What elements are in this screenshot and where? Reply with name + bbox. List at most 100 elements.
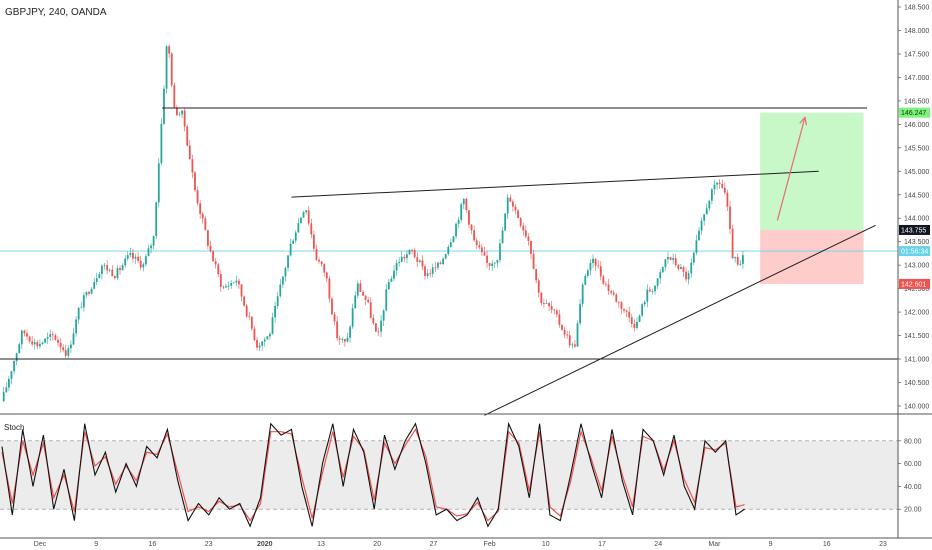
candle-body <box>204 218 207 231</box>
candle <box>385 283 388 312</box>
candle <box>718 179 721 189</box>
candle-body <box>721 183 724 188</box>
candle-body <box>98 273 101 279</box>
candle <box>281 276 284 288</box>
candle <box>271 312 274 335</box>
candle <box>543 298 545 308</box>
candle-body <box>537 280 540 293</box>
candle-body <box>574 344 576 347</box>
candle <box>18 342 21 354</box>
candle-body <box>183 110 186 127</box>
candle-body <box>129 252 132 256</box>
candle <box>310 218 313 239</box>
candle-body <box>380 320 382 332</box>
candle <box>480 243 483 256</box>
price-tag-bg <box>899 278 930 289</box>
candle <box>553 308 556 315</box>
lower-trendline[interactable] <box>484 224 876 416</box>
candle <box>597 260 600 269</box>
candle <box>509 194 512 202</box>
candle-body <box>155 202 158 237</box>
candle-body <box>398 261 401 264</box>
time-tick-label: 9 <box>94 541 98 548</box>
candle <box>679 263 682 270</box>
candle <box>685 267 687 282</box>
candle-body <box>173 85 176 108</box>
candle-body <box>232 282 235 284</box>
candle-body <box>150 245 152 249</box>
candle-body <box>594 258 597 266</box>
candle-body <box>491 263 494 267</box>
candle <box>328 276 331 303</box>
candle <box>238 278 240 289</box>
candle <box>674 253 677 268</box>
candle-body <box>499 243 501 261</box>
candle-body <box>36 342 39 347</box>
candle-body <box>429 273 432 275</box>
candle <box>178 111 181 117</box>
price-tag-bg <box>899 107 930 118</box>
candle <box>160 118 163 166</box>
candle <box>571 342 574 349</box>
candle <box>155 201 158 239</box>
candle <box>168 44 171 58</box>
candle-body <box>178 114 181 116</box>
candle-body <box>641 304 644 316</box>
candle <box>289 238 292 257</box>
time-tick-label: 16 <box>823 541 831 548</box>
price-tick-label: 141.500 <box>904 333 929 340</box>
candle <box>377 327 380 337</box>
candle-body <box>338 338 341 340</box>
candle <box>421 255 424 271</box>
candle <box>416 252 419 267</box>
candle <box>287 254 289 272</box>
candle <box>610 289 613 296</box>
price-tick-label: 140.500 <box>904 380 929 387</box>
candle-body <box>305 210 308 213</box>
price-tag-label: 142.601 <box>901 281 926 288</box>
stoch-tick-label: 40.00 <box>904 484 922 491</box>
candle-body <box>364 295 367 300</box>
candle-body <box>713 184 716 190</box>
candle <box>599 261 602 281</box>
candle <box>711 187 713 205</box>
candle <box>101 263 103 280</box>
candle <box>116 265 119 281</box>
candle-body <box>113 276 116 279</box>
candle-body <box>144 256 147 265</box>
candle <box>367 296 370 304</box>
candle <box>85 291 88 298</box>
candle-body <box>532 253 535 270</box>
candle-body <box>111 269 114 277</box>
candle-body <box>742 255 744 264</box>
price-tag: 143.755 <box>899 224 930 235</box>
candle-body <box>418 260 421 262</box>
candle-body <box>729 206 731 229</box>
stop-zone[interactable] <box>760 229 864 284</box>
price-tick-label: 147.500 <box>904 51 929 58</box>
candle <box>532 249 535 270</box>
candle-body <box>253 328 256 341</box>
candle <box>633 319 636 332</box>
candle <box>731 224 734 259</box>
candle <box>129 248 132 258</box>
candle-body <box>416 257 419 262</box>
candle-body <box>222 286 225 288</box>
candle-body <box>535 269 538 281</box>
candle <box>191 154 194 178</box>
candle <box>413 248 416 259</box>
candle-body <box>452 236 455 243</box>
time-tick-label: 13 <box>317 541 325 548</box>
candle-body <box>39 344 41 347</box>
candle-body <box>276 296 279 306</box>
upper-trendline[interactable] <box>291 170 819 198</box>
forecast-arrow[interactable] <box>776 117 806 221</box>
candle <box>411 248 413 255</box>
candle <box>173 82 176 108</box>
candle-body <box>421 260 424 267</box>
candle <box>302 210 305 218</box>
candle-body <box>312 234 315 249</box>
candle-body <box>548 302 550 307</box>
candle-body <box>217 264 220 275</box>
